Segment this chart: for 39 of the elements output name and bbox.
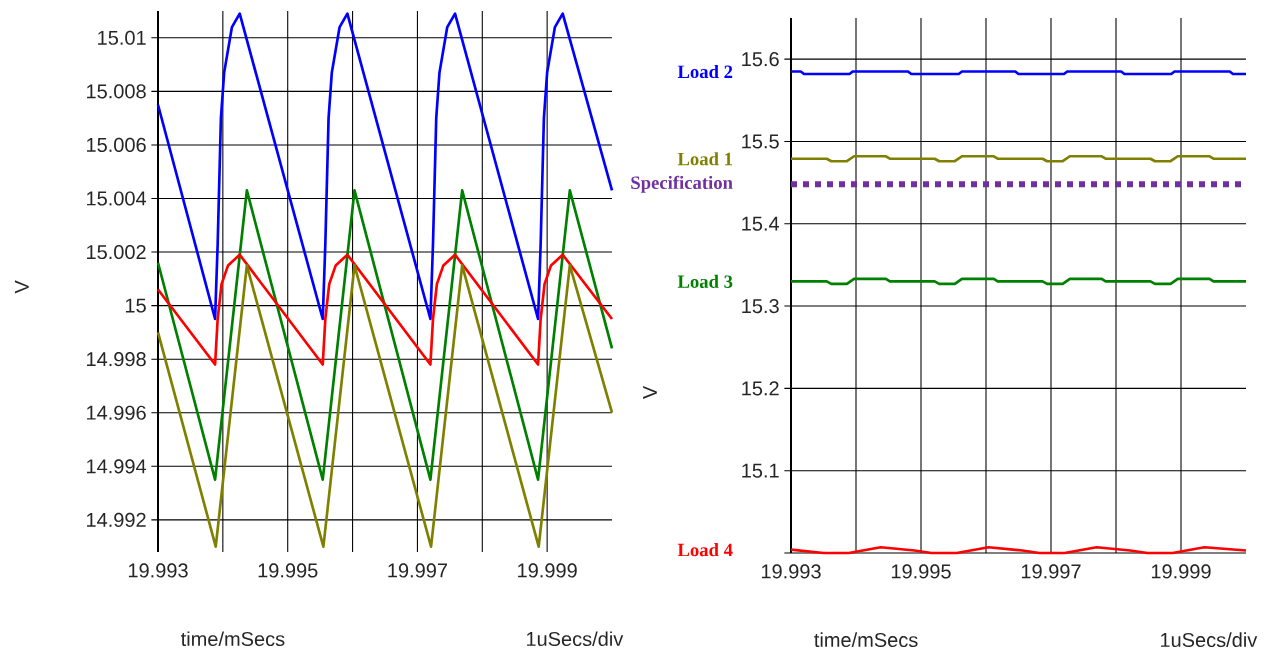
- y-tick-label: 15.1: [742, 463, 779, 478]
- y-tick-label: 15.3: [742, 298, 779, 314]
- x-axis-title: time/mSecs: [180, 631, 285, 647]
- y-tick-label: 14.994: [87, 459, 147, 474]
- y-tick-label: 15.004: [87, 191, 147, 206]
- y-axis-title: V: [643, 385, 657, 400]
- x-tick-label: 19.995: [258, 563, 318, 578]
- y-tick-label: 15.4: [742, 216, 780, 231]
- y-tick-label: 15: [125, 298, 146, 313]
- x-tick-label: 19.993: [128, 563, 188, 578]
- text: Load 3: [677, 274, 733, 288]
- y-tick-label: 15.002: [87, 244, 146, 260]
- y-tick-label: 14.998: [87, 352, 146, 367]
- y-tick-label: 15.5: [742, 134, 779, 149]
- text: Load 1: [677, 152, 732, 166]
- y-tick-label: 15.008: [87, 84, 146, 99]
- y-tick-label: 15.6: [742, 52, 779, 67]
- y-tick-label: 15.2: [742, 381, 779, 396]
- x-tick-label: 19.995: [891, 564, 951, 579]
- text: Load 4: [677, 543, 733, 557]
- x-axis-title: time/mSecs: [814, 632, 918, 648]
- y-tick-label: 14.996: [87, 405, 146, 420]
- line-series: [156, 264, 614, 548]
- x-tick-label: 19.999: [1151, 564, 1211, 579]
- x-tick-label: 19.999: [518, 563, 577, 578]
- line-series: [156, 253, 614, 366]
- y-tick-label: 15.01: [98, 30, 146, 45]
- text: Load 2: [677, 64, 733, 79]
- line-series: [156, 12, 614, 321]
- line-series: [156, 189, 614, 482]
- y-tick-label: 15.006: [87, 137, 146, 152]
- x-tick-label: 19.997: [1021, 564, 1081, 579]
- x-tick-label: 19.993: [761, 564, 821, 579]
- y-tick-label: 14.992: [87, 512, 146, 527]
- x-tick-label: 19.997: [388, 563, 447, 578]
- y-axis-title: V: [14, 280, 29, 294]
- text: 1uSecs/div: [526, 631, 624, 647]
- ref-line-label: Specification: [631, 175, 733, 193]
- text: 1uSecs/div: [1160, 632, 1258, 648]
